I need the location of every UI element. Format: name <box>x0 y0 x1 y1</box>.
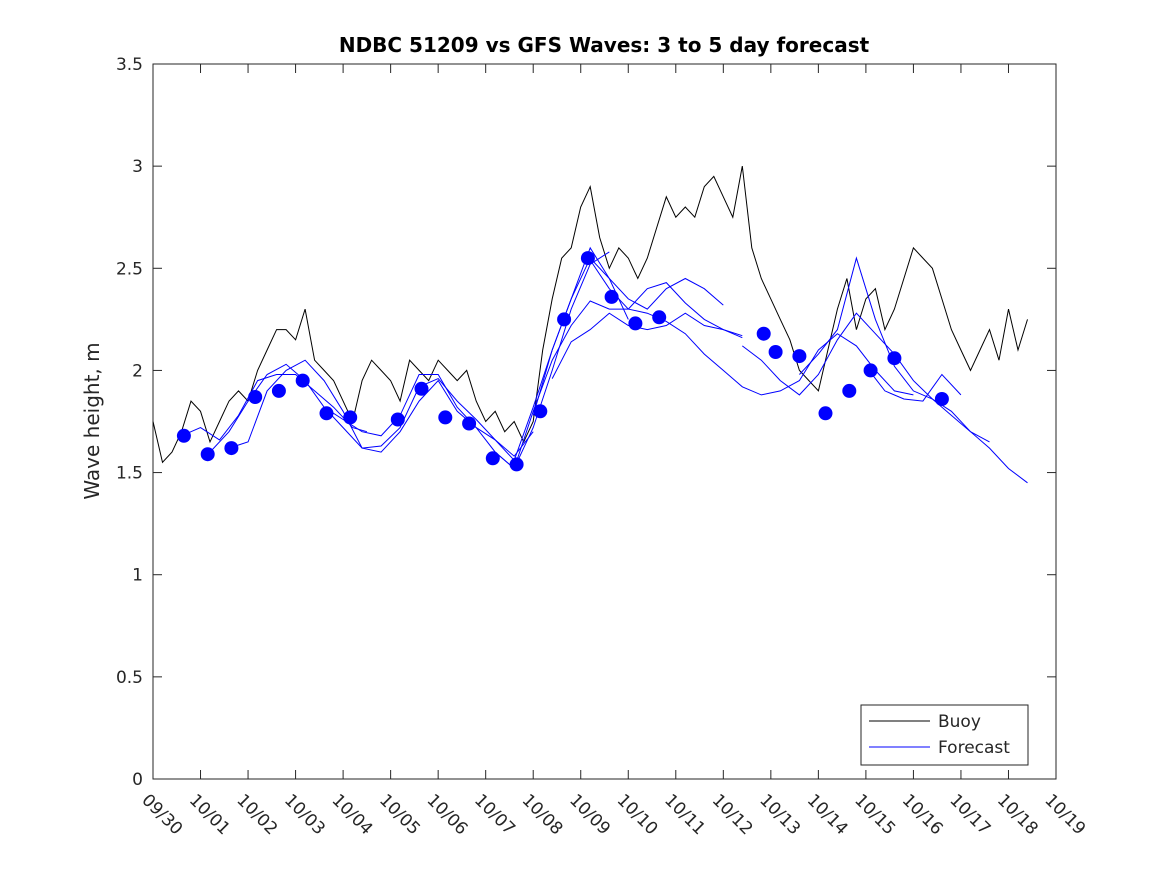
x-tick-label: 10/17 <box>945 790 994 839</box>
x-tick-label: 10/06 <box>423 790 472 839</box>
plot-area: 00.511.522.533.509/3010/0110/0210/0310/0… <box>116 55 1089 839</box>
forecast-marker <box>842 383 857 398</box>
x-tick-label: 10/08 <box>518 790 567 839</box>
forecast-marker <box>887 351 902 366</box>
forecast-marker <box>934 392 949 406</box>
y-tick-label: 0.5 <box>116 668 143 688</box>
forecast-marker <box>200 447 215 462</box>
x-tick-label: 10/15 <box>850 790 899 839</box>
plot-frame <box>152 63 1057 780</box>
forecast-marker <box>414 381 429 396</box>
y-tick-label: 1 <box>132 566 143 586</box>
x-tick-label: 10/09 <box>565 790 614 839</box>
x-tick-label: 10/05 <box>375 790 424 839</box>
forecast-marker <box>343 410 358 425</box>
x-tick-label: 10/02 <box>233 790 282 839</box>
forecast-run-line <box>323 257 629 462</box>
x-tick-label: 10/04 <box>328 790 377 839</box>
forecast-marker <box>768 345 783 359</box>
forecast-run-line <box>799 256 990 443</box>
forecast-marker <box>652 310 667 325</box>
y-tick-label: 2.5 <box>116 259 143 279</box>
forecast-run-line <box>209 363 534 457</box>
buoy-series-line <box>152 166 1028 464</box>
forecast-marker <box>756 326 771 341</box>
forecast-marker <box>319 406 334 421</box>
forecast-run-line <box>181 374 368 441</box>
x-tick-label: 10/14 <box>803 790 852 839</box>
forecast-marker <box>628 316 643 331</box>
forecast-run-line <box>589 259 914 396</box>
forecast-marker <box>818 406 833 421</box>
x-tick-label: 10/03 <box>280 790 329 839</box>
x-tick-label: 10/18 <box>993 790 1042 839</box>
y-tick-label: 3.5 <box>116 55 143 75</box>
y-tick-label: 3 <box>132 157 143 177</box>
forecast-run-line <box>551 312 743 379</box>
x-tick-label: 10/10 <box>613 790 662 839</box>
y-tick-label: 1.5 <box>116 464 143 484</box>
forecast-marker <box>176 428 191 443</box>
forecast-marker <box>390 412 405 427</box>
forecast-marker <box>792 349 807 364</box>
x-tick-label: 10/16 <box>898 790 947 839</box>
forecast-run-line <box>865 365 962 402</box>
x-tick-label: 10/13 <box>755 790 804 839</box>
legend: Buoy Forecast <box>860 704 1029 766</box>
forecast-marker <box>604 289 619 304</box>
forecast-marker <box>533 404 548 419</box>
y-axis-label: Wave height, m <box>80 342 104 499</box>
x-tick-label: 10/19 <box>1040 790 1089 839</box>
forecast-marker <box>485 451 500 466</box>
forecast-marker <box>224 441 239 456</box>
x-tick-label: 09/30 <box>137 790 186 839</box>
forecast-marker <box>509 457 524 472</box>
forecast-run-line <box>228 251 610 470</box>
forecast-marker <box>438 410 453 425</box>
y-tick-label: 0 <box>132 770 143 790</box>
forecast-marker <box>462 416 477 431</box>
y-tick-label: 2 <box>132 361 143 381</box>
x-tick-label: 10/01 <box>185 790 234 839</box>
forecast-marker <box>557 312 572 327</box>
chart-title: NDBC 51209 vs GFS Waves: 3 to 5 day fore… <box>339 33 870 57</box>
forecast-marker <box>248 390 263 404</box>
forecast-marker <box>295 373 310 388</box>
x-tick-label: 10/07 <box>470 790 519 839</box>
x-tick-label: 10/11 <box>660 790 709 839</box>
forecast-marker <box>271 383 286 398</box>
legend-label-buoy: Buoy <box>938 712 981 732</box>
forecast-marker <box>580 251 595 266</box>
x-tick-label: 10/12 <box>708 790 757 839</box>
legend-box <box>860 704 1029 766</box>
forecast-marker <box>863 363 878 378</box>
legend-label-forecast: Forecast <box>938 738 1010 758</box>
